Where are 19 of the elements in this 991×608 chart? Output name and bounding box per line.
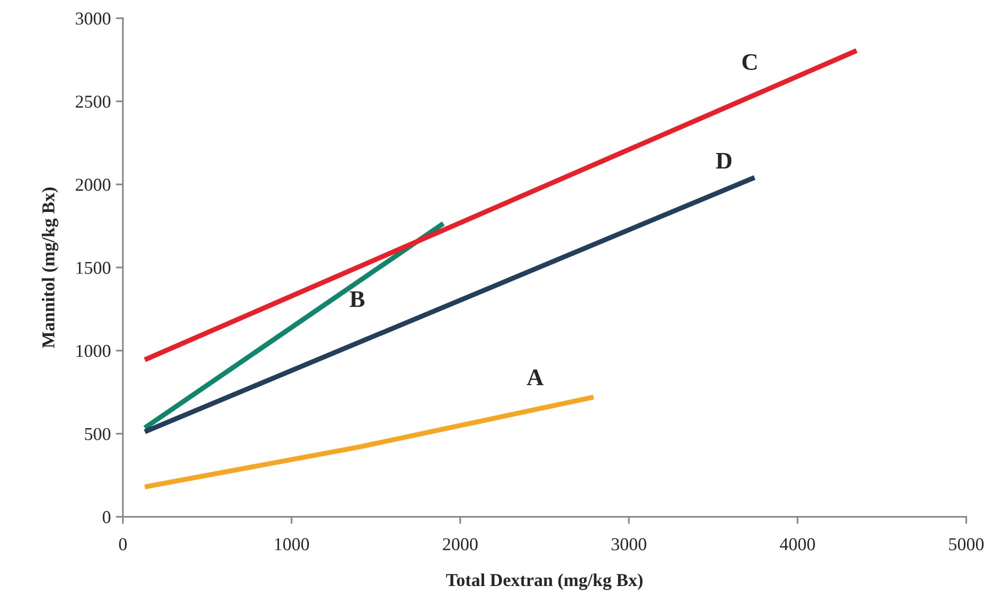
x-tick-label: 0 xyxy=(119,538,127,550)
y-tick-label: 2500 xyxy=(76,96,110,108)
x-tick-label: 3000 xyxy=(612,538,646,550)
series-label: A xyxy=(526,369,544,386)
y-tick-label: 1500 xyxy=(76,262,110,274)
series-label: D xyxy=(716,153,732,169)
y-axis-title: Mannitol (mg/kg Bx) xyxy=(42,188,58,348)
y-tick-label: 500 xyxy=(85,428,110,440)
y-tick-label: 3000 xyxy=(76,12,110,25)
x-tick-label: 1000 xyxy=(275,538,309,550)
y-tick-label: 2000 xyxy=(76,178,110,191)
x-tick-label: 4000 xyxy=(780,538,815,550)
x-axis-title: Total Dextran (mg/kg Bx) xyxy=(446,573,642,590)
series-label: C xyxy=(742,54,757,70)
series-label: B xyxy=(350,291,364,307)
y-tick-label: 1000 xyxy=(76,344,110,358)
x-tick-label: 5000 xyxy=(949,538,984,550)
y-tick-label: 0 xyxy=(102,511,110,524)
x-tick-label: 2000 xyxy=(442,538,478,550)
